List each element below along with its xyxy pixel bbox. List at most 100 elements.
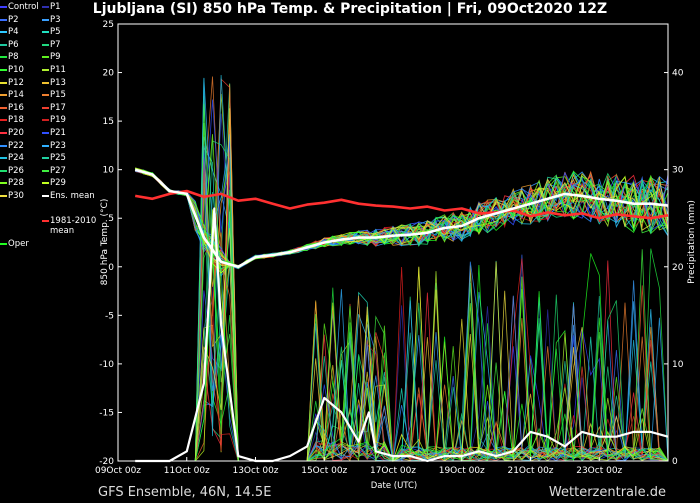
legend-swatch: [42, 94, 49, 97]
legend-label: P27: [50, 165, 66, 176]
ensemble-precip-line: [135, 145, 669, 462]
legend-label: P26: [8, 165, 24, 176]
ensemble-precip-line: [135, 140, 669, 462]
legend-label: Control: [8, 2, 39, 12]
y2-axis-label: Precipitation (mm): [687, 200, 697, 284]
legend-label: P6: [8, 39, 19, 50]
y-axis-label: 850 hPa Temp. (°C): [100, 199, 110, 286]
legend-label: P22: [8, 140, 24, 151]
legend-swatch: [42, 144, 49, 147]
legend-swatch: [0, 43, 7, 46]
legend-swatch: [42, 43, 49, 46]
legend-swatch: [0, 132, 7, 134]
y2-tick-label: 10: [672, 360, 684, 370]
legend-label: P29: [50, 178, 66, 189]
legend-swatch: [0, 144, 7, 147]
legend-label: P8: [8, 52, 19, 63]
legend-swatch: [42, 182, 49, 185]
legend-swatch: [0, 119, 7, 122]
legend-label: P16: [8, 102, 24, 113]
legend-label: P15: [50, 90, 66, 101]
legend-label: P19: [50, 115, 66, 126]
legend-swatch: [0, 157, 7, 160]
legend-swatch: [42, 157, 49, 160]
legend-label: Ens. mean: [50, 191, 95, 201]
ensemble-temp-line: [135, 168, 669, 268]
legend-label: Oper: [8, 239, 29, 250]
legend-label: P20: [8, 128, 24, 138]
legend-label: P11: [50, 65, 66, 75]
ensemble-precip-line: [135, 134, 669, 463]
series-line: [134, 168, 669, 269]
legend-label: P3: [50, 14, 61, 25]
y2-tick-label: 20: [672, 263, 684, 273]
ensemble-temp-line: [135, 170, 669, 270]
legend-swatch: [0, 169, 7, 172]
x-tick-label: 23Oct 00z: [576, 466, 622, 476]
legend-swatch: [42, 195, 49, 197]
legend: Control P1 P2 P3 P4 P5 P6 P7 P8 P9 P10 P11 P12 P13 P14…: [0, 2, 112, 260]
series-layer: [134, 168, 669, 463]
legend-swatch: [42, 56, 49, 59]
x-tick-label: 19Oct 00z: [439, 466, 485, 476]
y2-tick-label: 40: [672, 69, 684, 79]
legend-label: P7: [50, 39, 61, 50]
legend-label: P25: [50, 153, 66, 164]
axes: -20 -15 -10 -5 0 5 10 15 20 25 0 10 20 30 40 09Oct 00z 1…: [95, 20, 684, 476]
ensemble-temp-line: [135, 168, 669, 266]
legend-label: P13: [50, 77, 66, 88]
legend-label: P10: [8, 65, 24, 75]
legend-label: P4: [8, 27, 19, 38]
x-tick-label: 09Oct 00z: [95, 466, 141, 476]
ensemble-precip-line: [135, 157, 669, 462]
legend-swatch: [0, 81, 7, 84]
legend-swatch: [42, 132, 49, 134]
legend-swatch: [42, 169, 49, 172]
y2-tick-label: 0: [672, 457, 678, 467]
legend-swatch: [42, 81, 49, 84]
legend-swatch: [0, 6, 7, 8]
legend-label: P28: [8, 178, 24, 189]
legend-swatch: [0, 31, 7, 34]
y-tick-label: 5: [108, 214, 114, 224]
y-tick-label: 0: [108, 263, 114, 273]
legend-label: 1981-2010 mean: [50, 216, 97, 237]
y-tick-label: 20: [103, 69, 115, 79]
ensemble-precip-line: [135, 74, 669, 462]
ensemble-members: [134, 74, 669, 463]
legend-swatch: [42, 220, 49, 223]
y-tick-label: -10: [99, 360, 114, 370]
legend-label: P1: [50, 2, 61, 12]
y2-tick-label: 30: [672, 166, 684, 176]
legend-swatch: [0, 18, 7, 21]
y-tick-label: -15: [99, 408, 114, 418]
ensemble-temp-line: [134, 167, 669, 274]
legend-swatch: [42, 119, 49, 122]
x-tick-label: 11Oct 00z: [164, 466, 210, 476]
x-tick-label: 21Oct 00z: [507, 466, 553, 476]
legend-swatch: [0, 195, 7, 197]
legend-label: P17: [50, 102, 66, 113]
legend-label: P24: [8, 153, 24, 164]
legend-label: P2: [8, 14, 19, 25]
ensemble-precip-line: [135, 209, 669, 463]
legend-swatch: [0, 243, 7, 246]
legend-label: P23: [50, 140, 66, 151]
legend-swatch: [42, 69, 49, 71]
legend-label: P9: [50, 52, 61, 63]
legend-swatch: [42, 6, 49, 8]
legend-swatch: [0, 69, 7, 71]
y-tick-label: 25: [103, 20, 114, 30]
legend-label: P12: [8, 77, 24, 88]
legend-label: P18: [8, 115, 24, 126]
x-tick-label: 17Oct 00z: [370, 466, 416, 476]
legend-label: P14: [8, 90, 24, 101]
y-tick-label: -20: [99, 457, 114, 467]
footer-site-name: Wetterzentrale.de: [548, 485, 666, 500]
footer-model-info: GFS Ensemble, 46N, 14.5E: [98, 485, 272, 500]
legend-swatch: [0, 182, 7, 185]
ensemble-precip-line: [135, 103, 669, 462]
legend-swatch: [42, 18, 49, 21]
chart-title: Ljubljana (SI) 850 hPa Temp. & Precipita…: [92, 1, 608, 17]
